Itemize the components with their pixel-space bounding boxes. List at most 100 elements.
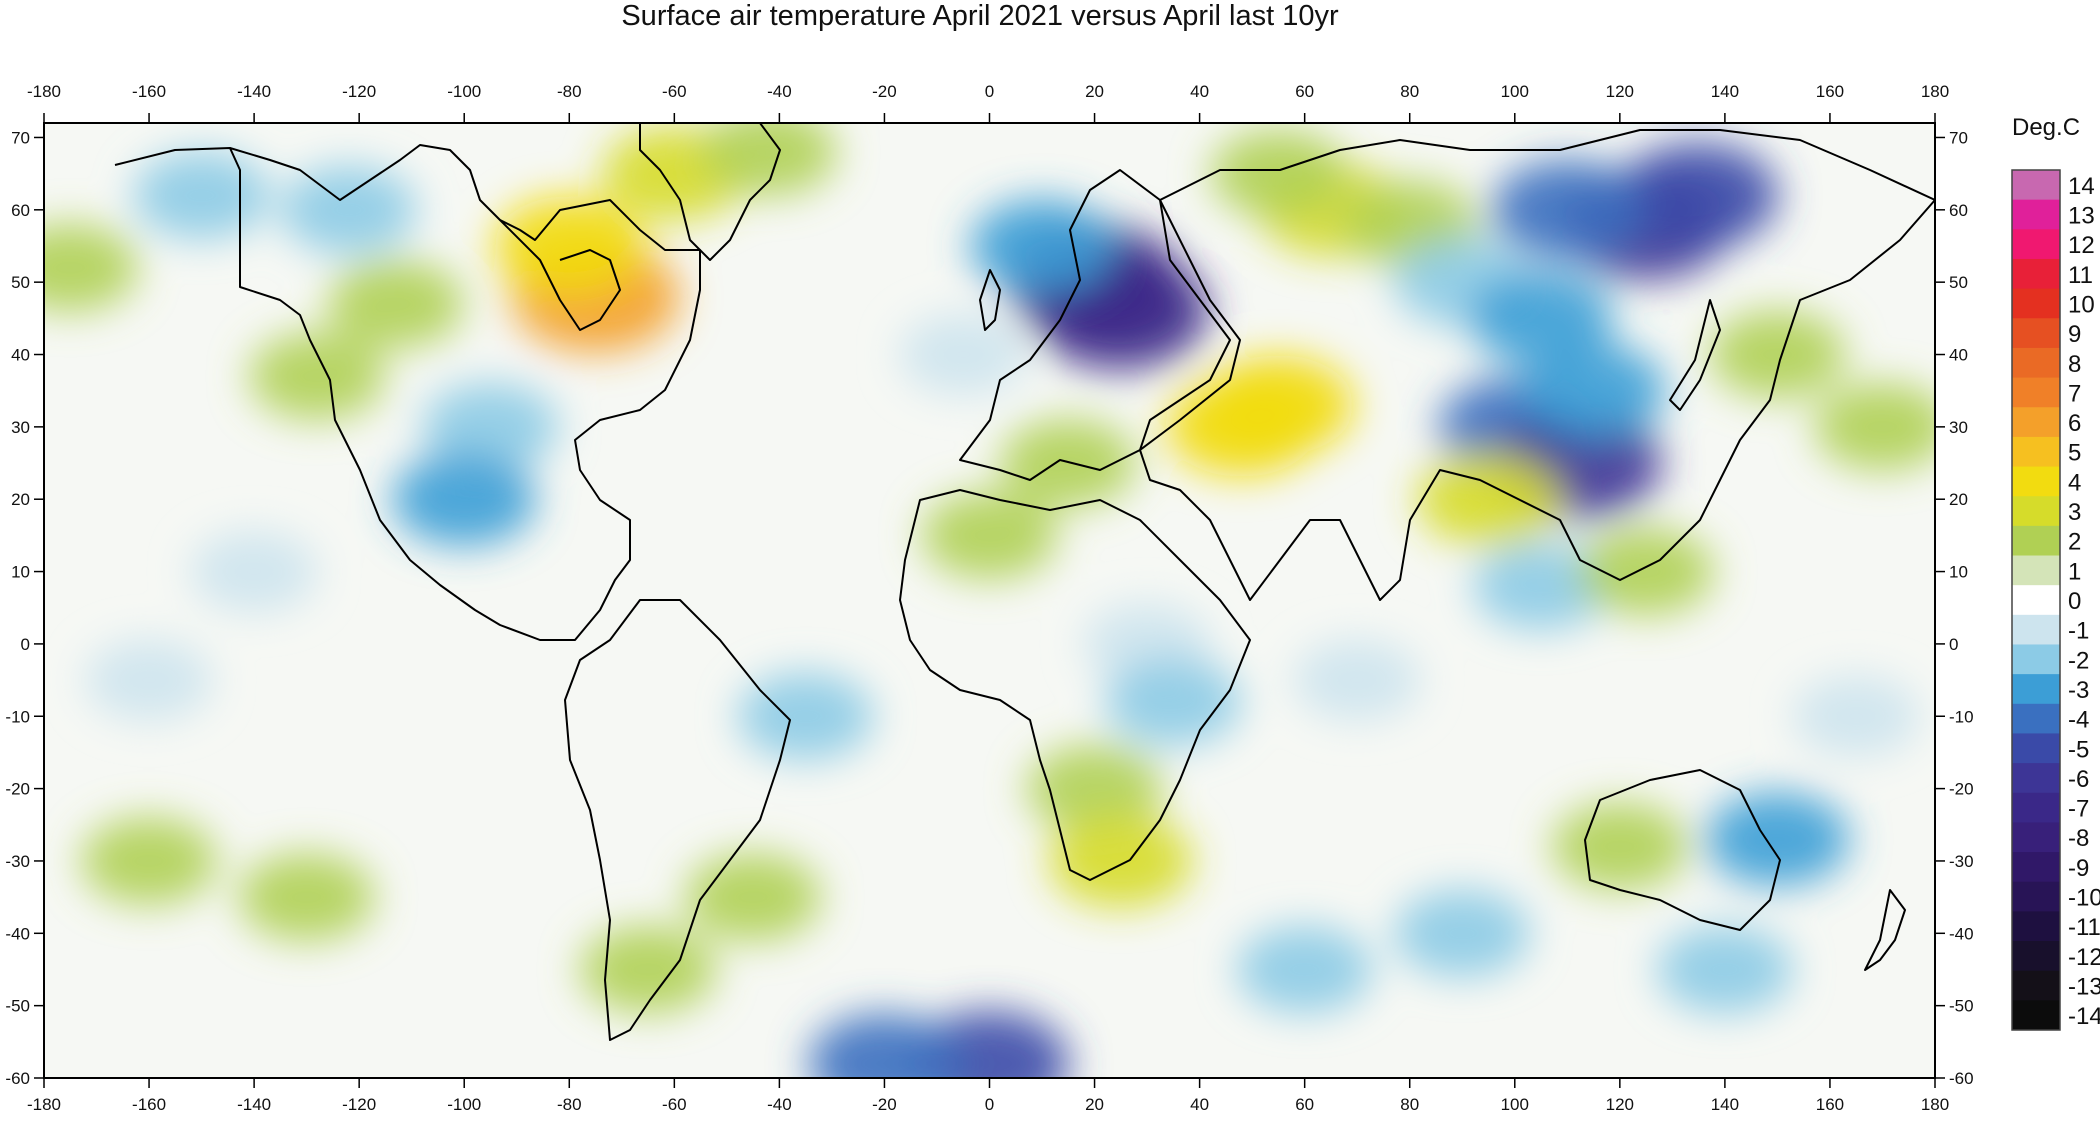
- y-tick-right-label: 70: [1949, 128, 1968, 147]
- x-tick-top-label: -20: [872, 82, 897, 101]
- y-tick-right-label: 0: [1949, 635, 1958, 654]
- colorbar-label: -9: [2068, 855, 2089, 882]
- x-tick-top-label: -60: [662, 82, 687, 101]
- x-tick-bottom-label: 100: [1501, 1095, 1529, 1114]
- colorbar-label: -4: [2068, 707, 2089, 734]
- colorbar-label: 14: [2068, 173, 2095, 200]
- anomaly-region: [685, 853, 822, 942]
- x-tick-bottom-label: -100: [447, 1095, 481, 1114]
- colorbar-label: -10: [2068, 885, 2100, 912]
- y-tick-left-label: -60: [5, 1069, 30, 1088]
- colorbar-label: 10: [2068, 291, 2095, 318]
- x-tick-top-label: -160: [132, 82, 166, 101]
- colorbar-swatch: [2012, 970, 2060, 1001]
- colorbar-swatch: [2012, 585, 2060, 616]
- colorbar-label: -14: [2068, 1003, 2100, 1030]
- colorbar-swatch: [2012, 318, 2060, 349]
- colorbar-swatch: [2012, 199, 2060, 230]
- y-tick-left-label: -50: [5, 997, 30, 1016]
- x-tick-top-label: 60: [1295, 82, 1314, 101]
- colorbar-swatch: [2012, 288, 2060, 319]
- colorbar-label: 2: [2068, 529, 2081, 556]
- colorbar-frame: [2011, 169, 2061, 1031]
- x-tick-bottom-label: -20: [872, 1095, 897, 1114]
- map-title: Surface air temperature April 2021 versu…: [621, 0, 1339, 32]
- anomaly-region: [1394, 889, 1531, 978]
- colorbar-swatch: [2012, 822, 2060, 853]
- anomaly-region: [1618, 142, 1779, 249]
- anomaly-region: [238, 853, 375, 942]
- anomaly-region: [1165, 376, 1318, 477]
- anomaly-region: [44, 223, 139, 312]
- anomaly-region: [85, 639, 214, 722]
- x-tick-bottom-label: 140: [1711, 1095, 1739, 1114]
- anomaly-region: [1792, 675, 1921, 758]
- colorbar-swatch: [2012, 347, 2060, 379]
- x-tick-bottom-label: 60: [1295, 1095, 1314, 1114]
- colorbar-swatch: [2012, 763, 2060, 794]
- anomaly-region: [327, 259, 464, 348]
- x-tick-bottom-label: 40: [1190, 1095, 1209, 1114]
- colorbar-label: 11: [2068, 262, 2093, 289]
- anomaly-region: [899, 313, 1028, 396]
- anomaly-region: [1026, 744, 1163, 833]
- colorbar-swatch: [2012, 555, 2060, 586]
- x-tick-top-label: -180: [27, 82, 61, 101]
- x-tick-top-label: 80: [1400, 82, 1419, 101]
- anomaly-region: [249, 332, 386, 421]
- colorbar-label: -13: [2068, 974, 2100, 1001]
- y-tick-right-label: 40: [1949, 346, 1968, 365]
- x-tick-top-label: 0: [985, 82, 994, 101]
- y-tick-left-label: 60: [11, 201, 30, 220]
- x-tick-bottom-label: -160: [132, 1095, 166, 1114]
- colorbar-swatch: [2012, 792, 2060, 823]
- x-tick-bottom-label: 0: [985, 1095, 994, 1114]
- x-tick-bottom-label: -80: [557, 1095, 582, 1114]
- anomaly-region: [392, 452, 537, 547]
- plot-area: [43, 122, 1936, 1079]
- x-tick-bottom-label: 20: [1085, 1095, 1104, 1114]
- colorbar-label: 3: [2068, 499, 2081, 526]
- anomaly-region: [1578, 527, 1715, 616]
- colorbar-label: -1: [2068, 618, 2089, 645]
- colorbar-label: -11: [2068, 914, 2100, 941]
- colorbar-swatch: [2012, 258, 2060, 290]
- coastlines: [114, 123, 1935, 1041]
- anomaly-region: [921, 491, 1058, 580]
- colorbar-label: 13: [2068, 202, 2095, 229]
- anomaly-region: [1210, 129, 1347, 218]
- x-tick-bottom-label: -40: [767, 1095, 792, 1114]
- europe-outline: [959, 169, 1231, 481]
- colorbar-swatch: [2012, 1000, 2060, 1031]
- colorbar-label: -5: [2068, 736, 2089, 763]
- anomaly-region: [1491, 159, 1644, 260]
- x-tick-top-label: -80: [557, 82, 582, 101]
- y-tick-left-label: -40: [5, 924, 30, 943]
- anomaly-region: [1293, 639, 1422, 722]
- colorbar-swatch: [2012, 881, 2060, 912]
- y-tick-left-label: -30: [5, 852, 30, 871]
- anomaly-region: [280, 165, 417, 254]
- colorbar-label: 8: [2068, 351, 2081, 378]
- anomaly-region: [81, 816, 218, 905]
- north-america-outline: [114, 144, 701, 641]
- colorbar-swatch: [2012, 941, 2060, 972]
- anomaly-region: [700, 123, 837, 196]
- x-tick-bottom-label: -60: [662, 1095, 687, 1114]
- heatmap-layer: [44, 123, 1935, 1078]
- y-tick-right-label: 30: [1949, 418, 1968, 437]
- y-tick-right-label: 10: [1949, 563, 1968, 582]
- colorbar-label: 7: [2068, 380, 2081, 407]
- x-tick-bottom-label: -140: [237, 1095, 271, 1114]
- x-tick-top-label: -140: [237, 82, 271, 101]
- x-tick-top-label: 100: [1501, 82, 1529, 101]
- colorbar-swatch: [2012, 466, 2060, 497]
- anomaly-region: [422, 382, 559, 471]
- anomaly-region: [737, 672, 874, 761]
- colorbar-label: -6: [2068, 766, 2089, 793]
- new-zealand-outline: [1864, 889, 1906, 971]
- colorbar-label: -8: [2068, 825, 2089, 852]
- anomaly-region: [1521, 343, 1666, 438]
- japan-outline: [1669, 299, 1721, 411]
- y-tick-right-label: -60: [1949, 1069, 1974, 1088]
